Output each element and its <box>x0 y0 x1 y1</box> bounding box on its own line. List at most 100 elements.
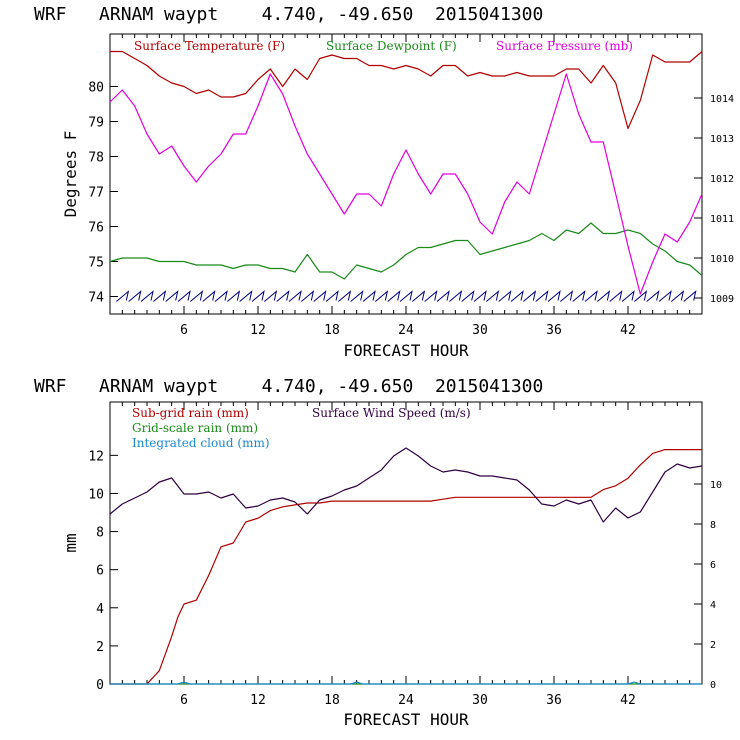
wind-barb <box>449 290 463 302</box>
x-axis: 6 12 18 24 30 36 42 <box>121 34 691 338</box>
wind-barb <box>498 290 512 302</box>
legend-dewpoint: Surface Dewpoint (F) <box>326 39 457 53</box>
wind-barb <box>227 290 241 302</box>
wind-barb <box>683 290 697 302</box>
wind-barb <box>584 290 598 302</box>
wind-barb <box>288 290 302 302</box>
x-axis-label: FORECAST HOUR <box>343 341 469 360</box>
legend-wind-speed: Surface Wind Speed (m/s) <box>312 406 471 420</box>
wind-barb <box>165 290 179 302</box>
wind-barb <box>412 290 426 302</box>
series-line-surface-dewpoint-f <box>109 222 703 280</box>
x-tick-label: 30 <box>472 323 488 338</box>
wind-barb <box>153 290 167 302</box>
series-line-surface-wind-speed-m-s <box>109 447 703 523</box>
wind-barb <box>658 290 672 302</box>
wind-barb <box>190 290 204 302</box>
y-tick-label: 78 <box>88 151 104 166</box>
legend-integrated-cloud: Integrated cloud (mm) <box>132 436 270 450</box>
x-tick-label: 30 <box>472 693 488 708</box>
x-tick-label: 36 <box>546 693 562 708</box>
wind-barb <box>671 290 685 302</box>
x-tick-label: 12 <box>250 323 266 338</box>
wind-barb <box>535 290 549 302</box>
wind-barb <box>523 290 537 302</box>
y-axis: 0 2 4 6 8 10 12 <box>88 449 118 693</box>
wind-barb <box>609 290 623 302</box>
x-tick-label: 24 <box>398 693 414 708</box>
y-axis-label: mm <box>61 533 80 552</box>
series-line-integrated-cloud-mm <box>110 681 702 685</box>
series-group <box>109 50 703 302</box>
x-tick-label: 18 <box>324 693 340 708</box>
rain-wind-chart: WRF ARNAM waypt 4.740, -49.650 201504130… <box>34 376 722 729</box>
wind-barb <box>313 290 327 302</box>
wind-barb <box>646 290 660 302</box>
y2-tick-label: 1011 <box>710 214 734 225</box>
chart-title: WRF ARNAM waypt 4.740, -49.650 201504130… <box>34 376 543 397</box>
wind-barb <box>510 290 524 302</box>
y-tick-label: 80 <box>88 81 104 96</box>
y2-tick-label: 8 <box>710 520 716 531</box>
wind-barb <box>461 290 475 302</box>
y2-tick-label: 1009 <box>710 294 734 305</box>
y-tick-label: 8 <box>96 526 104 541</box>
y2-tick-label: 1012 <box>710 174 734 185</box>
wind-barb <box>621 290 635 302</box>
series-line-surface-pressure-mb <box>109 73 703 295</box>
x-tick-label: 42 <box>620 323 636 338</box>
wind-barb <box>128 290 142 302</box>
x-tick-label: 42 <box>620 693 636 708</box>
temperature-pressure-chart: WRF ARNAM waypt 4.740, -49.650 201504130… <box>34 4 734 360</box>
y-tick-label: 4 <box>96 602 104 617</box>
wind-barb <box>338 290 352 302</box>
wind-barb <box>399 290 413 302</box>
wind-barb <box>387 290 401 302</box>
y-tick-label: 12 <box>88 449 104 464</box>
wind-barb <box>177 290 191 302</box>
y-tick-label: 10 <box>88 487 104 502</box>
y-tick-label: 75 <box>88 256 104 271</box>
series-line-surface-temperature-f <box>110 50 703 130</box>
wind-barb <box>301 290 315 302</box>
y2-tick-label: 0 <box>710 680 716 691</box>
wind-barb <box>547 290 561 302</box>
wind-barb <box>486 290 500 302</box>
wind-barb <box>473 290 487 302</box>
legend-subgrid-rain: Sub-grid rain (mm) <box>132 406 249 420</box>
wind-barb <box>572 290 586 302</box>
y-tick-label: 2 <box>96 640 104 655</box>
x-axis-label: FORECAST HOUR <box>343 710 469 729</box>
legend-pressure: Surface Pressure (mb) <box>496 39 633 53</box>
wind-barb <box>202 290 216 302</box>
y2-tick-label: 1010 <box>710 254 734 265</box>
wind-barb <box>350 290 364 302</box>
wind-barb <box>214 290 228 302</box>
y2-axis: 1009 1010 1011 1012 1013 1014 <box>694 94 734 305</box>
wind-barb <box>264 290 278 302</box>
y-tick-label: 0 <box>96 678 104 693</box>
wind-barb <box>239 290 253 302</box>
chart-title: WRF ARNAM waypt 4.740, -49.650 201504130… <box>34 4 543 25</box>
wind-barb <box>597 290 611 302</box>
y-tick-label: 6 <box>96 564 104 579</box>
wind-barbs <box>116 290 697 302</box>
legend-temperature: Surface Temperature (F) <box>134 39 285 53</box>
y-tick-label: 74 <box>88 291 104 306</box>
y-tick-label: 79 <box>88 116 104 131</box>
wind-barb <box>140 290 154 302</box>
y2-tick-label: 10 <box>710 480 722 491</box>
wind-barb <box>436 290 450 302</box>
y2-tick-label: 1014 <box>710 94 734 105</box>
x-tick-label: 6 <box>180 323 188 338</box>
wind-barb <box>375 290 389 302</box>
x-tick-label: 6 <box>180 693 188 708</box>
wind-barb <box>634 290 648 302</box>
wind-barb <box>251 290 265 302</box>
plot-frame <box>109 33 703 315</box>
series-group <box>109 447 703 685</box>
y2-tick-label: 1013 <box>710 134 734 145</box>
y2-axis: 0 2 4 6 8 10 <box>694 480 722 691</box>
y2-tick-label: 2 <box>710 640 716 651</box>
